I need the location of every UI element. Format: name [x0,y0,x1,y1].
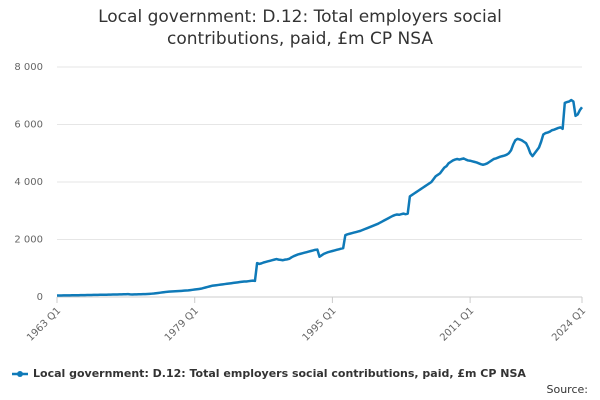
source-label: Source: [547,383,589,396]
y-tick-label: 8 000 [14,62,43,73]
x-tick-label: 2024 Q1 [550,305,588,343]
y-tick-label: 2 000 [14,235,43,246]
x-tick-label: 2011 Q1 [438,305,476,343]
x-tick-label: 1963 Q1 [25,305,63,343]
chart-title: Local government: D.12: Total employers … [98,7,502,49]
x-tick-label: 1995 Q1 [301,305,339,343]
legend-marker [17,371,23,377]
data-line [56,98,584,297]
y-tick-label: 6 000 [14,120,43,131]
y-tick-label: 0 [37,292,43,303]
legend-label: Local government: D.12: Total employers … [33,367,526,380]
x-tick-label: 1979 Q1 [163,305,201,343]
y-tick-label: 4 000 [14,177,43,188]
